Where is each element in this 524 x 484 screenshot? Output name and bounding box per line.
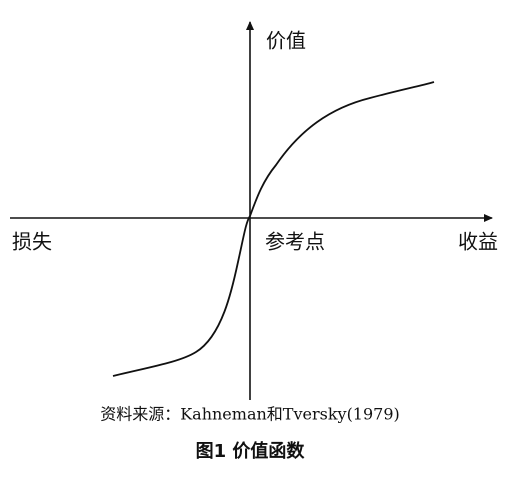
source: 资料来源：Kahneman和Tversky(1979)	[100, 405, 400, 424]
y-axis-label: 价值	[266, 29, 306, 53]
gain-label: 收益	[458, 230, 498, 254]
value-curve	[112, 81, 435, 377]
origin-label: 参考点	[265, 230, 325, 254]
caption: 图1 价值函数	[196, 440, 306, 462]
loss-label: 损失	[12, 230, 52, 254]
